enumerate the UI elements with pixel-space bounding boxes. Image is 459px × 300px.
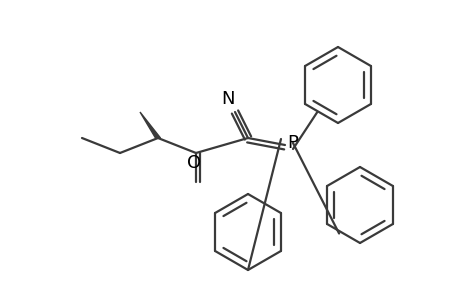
Text: N: N [221, 90, 234, 108]
Polygon shape [140, 112, 160, 138]
Text: P: P [286, 134, 297, 152]
Text: O: O [186, 154, 201, 172]
